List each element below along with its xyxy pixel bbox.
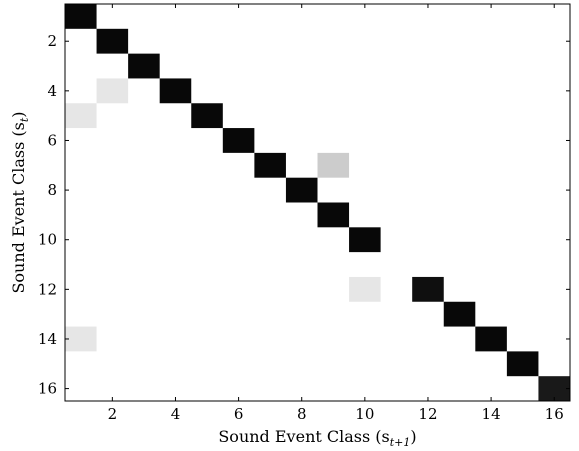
- heatmap-cell-7-7: [254, 152, 286, 178]
- heatmap-cell-5-1: [65, 103, 97, 129]
- x-tick-label-4: 4: [171, 405, 181, 423]
- x-tick-label-12: 12: [418, 405, 437, 423]
- y-tick-label-2: 2: [47, 32, 57, 50]
- y-tick-label-6: 6: [47, 131, 57, 149]
- y-tick-label-10: 10: [38, 231, 57, 249]
- y-tick-label-4: 4: [47, 82, 57, 100]
- heatmap-cells: [65, 4, 570, 401]
- heatmap-cell-14-1: [65, 326, 97, 352]
- heatmap-cell-4-4: [159, 78, 192, 104]
- heatmap-cell-15-15: [506, 351, 539, 377]
- heatmap-cell-7-9: [317, 152, 350, 178]
- heatmap-cell-12-10: [349, 276, 381, 302]
- x-tick-label-14: 14: [482, 405, 501, 423]
- heatmap-cell-4-2: [96, 78, 129, 104]
- x-tick-label-8: 8: [297, 405, 307, 423]
- heatmap-cell-6-6: [222, 128, 255, 153]
- x-tick-label-2: 2: [108, 405, 118, 423]
- y-axis-label: Sound Event Class (st): [9, 111, 31, 293]
- heatmap-cell-5-5: [191, 103, 223, 129]
- y-tick-label-8: 8: [47, 181, 57, 199]
- plot-frame: [64, 3, 571, 402]
- heatmap-cell-3-3: [128, 53, 160, 79]
- heatmap-cell-16-16: [538, 376, 570, 401]
- heatmap-cell-10-10: [349, 227, 381, 253]
- x-tick-label-6: 6: [234, 405, 244, 423]
- y-tick-label-14: 14: [38, 330, 57, 348]
- heatmap-cell-2-2: [96, 28, 129, 54]
- heatmap-cell-9-9: [317, 202, 350, 228]
- y-tick-label-16: 16: [38, 380, 57, 398]
- heatmap-cell-8-8: [285, 177, 318, 203]
- heatmap-cell-1-1: [65, 4, 97, 29]
- heatmap-cell-13-13: [443, 301, 476, 327]
- x-axis-label: Sound Event Class (st+1): [218, 427, 416, 449]
- heatmap-cell-14-14: [475, 326, 507, 352]
- x-tick-label-16: 16: [545, 405, 564, 423]
- heatmap-cell-12-12: [412, 276, 444, 302]
- axis-ticks: 2 4 6 8 10 12 14 16 2 4 6 8 10 12 14 16: [38, 4, 570, 423]
- y-tick-label-12: 12: [38, 280, 57, 298]
- x-tick-label-10: 10: [355, 405, 374, 423]
